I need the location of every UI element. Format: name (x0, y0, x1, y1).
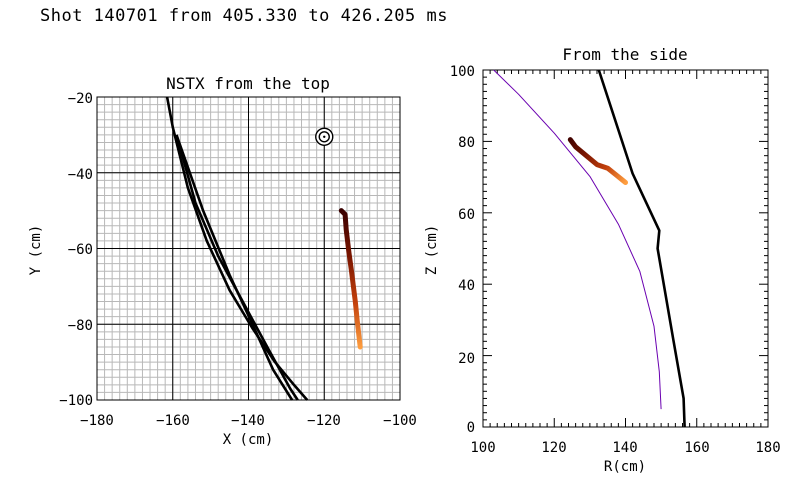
x-tick-label: 100 (470, 440, 495, 456)
x-tick-label: 140 (612, 440, 637, 456)
y-axis-label: Z (cm) (424, 225, 440, 276)
y-tick-label: 100 (450, 64, 475, 80)
x-tick-label: −180 (80, 413, 114, 429)
y-axis-label: Y (cm) (28, 225, 44, 276)
plot-series (165, 96, 363, 401)
x-tick-label: −100 (383, 413, 417, 429)
x-axis-label: R(cm) (604, 459, 646, 475)
y-tick-label: −80 (68, 318, 93, 334)
axis-ticks (482, 69, 769, 428)
y-tick-label: 60 (458, 207, 475, 223)
chord-left (175, 134, 299, 401)
x-tick-label: −120 (307, 413, 341, 429)
y-tick-label: 20 (458, 351, 475, 367)
y-tick-label: 40 (458, 278, 475, 294)
y-tick-label: −60 (68, 242, 93, 258)
y-tick-label: −40 (68, 167, 93, 183)
y-tick-label: −20 (68, 91, 93, 107)
y-tick-label: 0 (467, 420, 475, 436)
page-title: Shot 140701 from 405.330 to 426.205 ms (40, 6, 448, 26)
x-axis-label: X (cm) (223, 432, 274, 448)
top-view-panel: NSTX from the top X (cm) Y (cm) −180 −16… (28, 74, 417, 448)
top-plot-frame (96, 96, 401, 401)
x-tick-label: −140 (231, 413, 265, 429)
vessel-outline (165, 96, 309, 401)
target-marker (315, 127, 334, 146)
x-tick-label: −160 (156, 413, 190, 429)
chord-right (175, 134, 294, 401)
plot-series (493, 69, 686, 428)
filament-trajectory (338, 208, 363, 350)
y-tick-label: 80 (458, 135, 475, 151)
separatrix-arc (493, 69, 662, 410)
limiter-outline (597, 69, 686, 428)
target-inner-ring (318, 131, 330, 143)
chart-title: From the side (562, 45, 687, 64)
x-tick-label: 160 (684, 440, 709, 456)
side-view-panel: From the side R(cm) Z (cm) 100 120 140 1… (424, 45, 781, 475)
x-tick-label: 120 (541, 440, 566, 456)
y-tick-label: −100 (59, 393, 93, 409)
x-tick-label: 180 (755, 440, 780, 456)
target-center-dot (323, 135, 326, 138)
side-plot-frame (482, 69, 769, 428)
chart-title: NSTX from the top (166, 74, 330, 93)
filament-trajectory (567, 137, 628, 185)
